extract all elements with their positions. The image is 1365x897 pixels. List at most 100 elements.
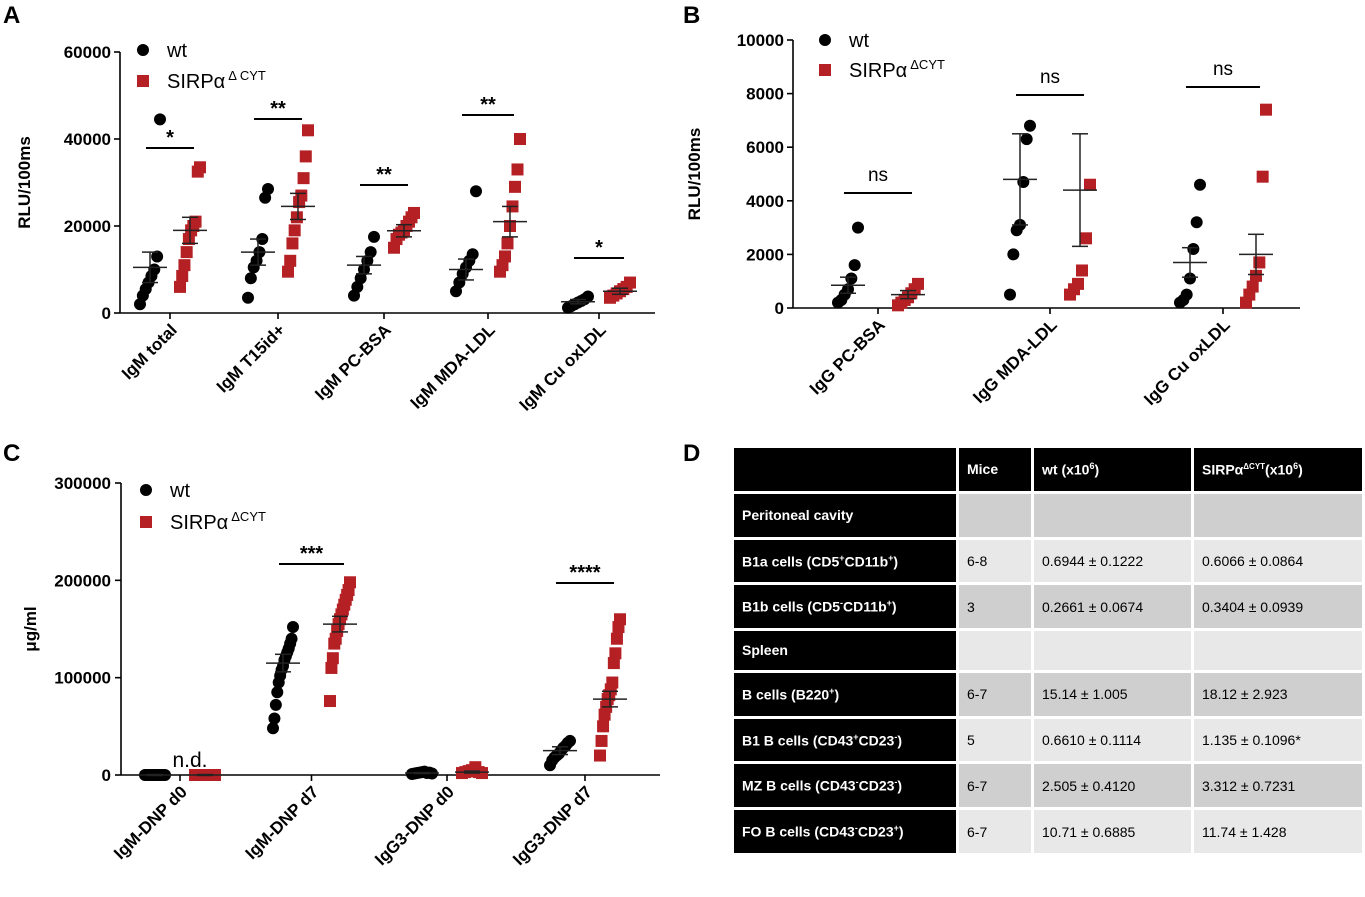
data-point-sirp (299, 150, 312, 163)
row-label-sup: + (839, 552, 845, 563)
row-label: B cells (B220+) (734, 672, 956, 716)
data-point-sirp (595, 734, 608, 747)
data-point-sirp (282, 265, 294, 278)
chart-panel-a: 0 20000 40000 60000 RLU/100ms IgM total IgM T1… (15, 40, 655, 415)
significance-label: ns (1040, 67, 1060, 88)
data-point-sirp (1072, 277, 1084, 290)
y-tick-label: 40000 (64, 130, 111, 149)
table-header-row: Mice wt (x106) SIRPαΔCYT(x106) (734, 448, 1362, 491)
header-cell-mice: Mice (959, 448, 1031, 491)
data-point-sirp (476, 767, 488, 780)
legend-label-sirp-main: SIRPα (170, 512, 228, 534)
panel-label-b: B (683, 2, 701, 29)
y-tick-label: 6000 (746, 138, 784, 157)
table-row: Peritoneal cavity (734, 493, 1362, 537)
x-tick-label: IgG3-DNP d0 (371, 782, 458, 869)
data-point-sirp (324, 695, 336, 708)
row-label-text2: CD11b (843, 599, 887, 616)
data-point-wt (1007, 248, 1020, 261)
data-point-wt (1020, 133, 1033, 146)
data-point-wt (845, 272, 858, 285)
row-label: B1b cells (CD5-CD11b+) (734, 585, 956, 629)
data-point-wt (287, 621, 299, 634)
data-point-wt (154, 113, 166, 126)
header-wt-exp: 6 (1089, 461, 1095, 472)
row-label: Spleen (734, 631, 956, 670)
data-point-wt (269, 698, 282, 711)
significance-label: ** (480, 94, 496, 116)
data-point-sirp (344, 576, 356, 589)
data-point-sirp (290, 211, 303, 224)
row-wt-value: 10.71 ± 0.6885 (1034, 810, 1191, 853)
row-label-text: B1a cells (CD5 (742, 553, 840, 570)
x-tick-label: IgG Cu oxLDL (1140, 315, 1234, 409)
row-label-sup: - (855, 777, 859, 788)
legend-label-sirp-sup: Δ CYT (228, 68, 266, 83)
row-label: FO B cells (CD43-CD23+) (734, 810, 956, 853)
y-tick-label: 300000 (54, 474, 111, 493)
panel-label-a: A (3, 2, 21, 29)
data-point-wt (1194, 178, 1206, 191)
row-label-sup: - (840, 598, 844, 609)
data-point-sirp (912, 277, 924, 290)
data-point-sirp (514, 133, 526, 145)
table-row: FO B cells (CD43-CD23+) 6-7 10.71 ± 0.6885… (734, 810, 1362, 853)
row-label-sup2: - (894, 731, 898, 742)
row-wt-value: 15.14 ± 1.005 (1034, 672, 1191, 716)
table-row: MZ B cells (CD43-CD23-) 6-7 2.505 ± 0.4120… (734, 764, 1362, 808)
legend-label-sirp-main: SIRPα (167, 71, 225, 93)
panel-label-c: C (3, 440, 21, 467)
table-row: B1b cells (CD5-CD11b+) 3 0.2661 ± 0.0674 0.… (734, 585, 1362, 629)
data-point-sirp (284, 254, 297, 267)
header-wt-close: ) (1094, 461, 1100, 478)
row-label-close: ) (897, 778, 903, 795)
chart-panel-c: 0 100000 200000 300000 μg/ml IgM-DNP d0 IgM-DN… (21, 474, 660, 869)
data-point-sirp (1076, 264, 1088, 277)
row-mice: 6-7 (959, 810, 1031, 853)
row-label-sup2: + (886, 598, 892, 609)
data-point-wt (364, 246, 377, 259)
x-tick-label: IgM PC-BSA (311, 320, 395, 404)
y-tick-label: 0 (775, 299, 784, 318)
row-label: MZ B cells (CD43-CD23-) (734, 764, 956, 808)
data-point-sirp (286, 237, 299, 250)
data-point-sirp (189, 215, 202, 228)
chart-panel-b: 0 2000 4000 6000 8000 10000 RLU/100ms IgG PC-BS… (685, 30, 1300, 409)
nd-label: n.d. (172, 749, 207, 772)
data-point-sirp (1253, 256, 1266, 269)
legend-marker-wt (819, 34, 831, 46)
data-point-wt (148, 263, 161, 276)
data-point-sirp (511, 163, 524, 176)
data-point-sirp (609, 647, 622, 660)
row-wt-value: 0.2661 ± 0.0674 (1034, 585, 1191, 629)
data-point-sirp (174, 280, 186, 293)
data-point-wt (268, 712, 281, 725)
row-wt-value (1034, 493, 1191, 537)
row-sirp-value (1194, 493, 1362, 537)
row-sirp-value: 0.6066 ± 0.0864 (1194, 539, 1362, 583)
data-point-sirp (180, 246, 193, 259)
data-point-wt (852, 221, 864, 234)
row-wt-value: 0.6944 ± 0.1222 (1034, 539, 1191, 583)
data-point-sirp (607, 657, 620, 670)
row-sirp-value: 11.74 ± 1.428 (1194, 810, 1362, 853)
data-point-sirp (194, 161, 206, 174)
x-tick-label: IgM-DNP d0 (110, 782, 191, 863)
legend-label-sirp: SIRPα Δ CYT (167, 68, 266, 93)
significance-label: **** (569, 562, 600, 584)
data-point-sirp (1246, 280, 1259, 293)
data-point-wt (262, 183, 274, 196)
table-row: B1 B cells (CD43+CD23-) 5 0.6610 ± 0.1114 1… (734, 718, 1362, 762)
data-point-sirp (1260, 103, 1272, 116)
legend-label-wt: wt (166, 40, 187, 62)
row-label-sup2: + (893, 823, 899, 834)
y-tick-label: 0 (102, 304, 111, 323)
row-mice: 5 (959, 718, 1031, 762)
legend-label-sirp-sup: ΔCYT (231, 509, 266, 524)
data-point-wt (582, 290, 594, 303)
significance-label: ** (376, 164, 392, 186)
y-tick-label: 10000 (737, 31, 784, 50)
y-axis-label: RLU/100ms (685, 128, 704, 221)
data-point-wt (242, 291, 254, 304)
